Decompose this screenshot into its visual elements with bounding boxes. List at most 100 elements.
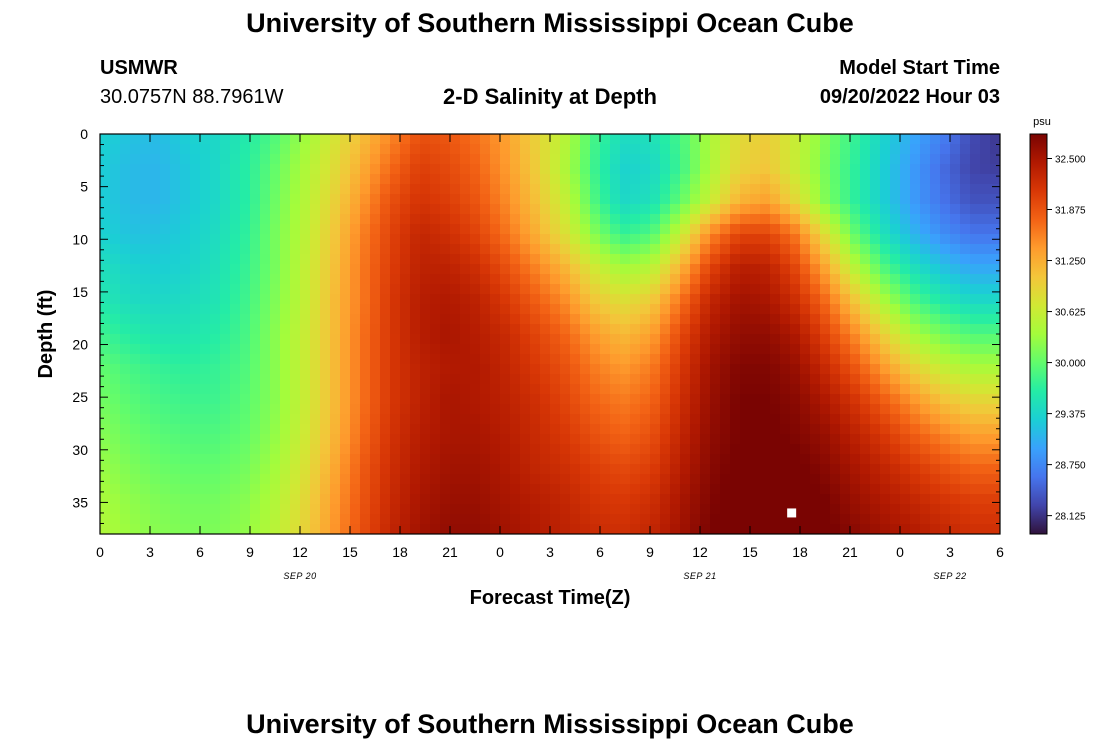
heatmap-cell	[340, 494, 351, 505]
heatmap-cell	[790, 454, 801, 465]
heatmap-cell	[480, 374, 491, 385]
heatmap-cell	[870, 474, 881, 485]
heatmap-cell	[360, 384, 371, 395]
heatmap-cell	[910, 364, 921, 375]
heatmap-cell	[900, 254, 911, 265]
heatmap-cell	[860, 294, 871, 305]
heatmap-cell	[530, 144, 541, 155]
heatmap-cell	[900, 344, 911, 355]
heatmap-cell	[900, 204, 911, 215]
heatmap-cell	[950, 394, 961, 405]
heatmap-cell	[670, 144, 681, 155]
heatmap-cell	[740, 304, 751, 315]
y-tick-label: 30	[72, 442, 88, 458]
heatmap-cell	[180, 454, 191, 465]
heatmap-cell	[690, 504, 701, 515]
heatmap-cell	[470, 414, 481, 425]
heatmap-cell	[410, 444, 421, 455]
heatmap-cell	[950, 494, 961, 505]
heatmap-cell	[870, 274, 881, 285]
heatmap-cell	[220, 174, 231, 185]
heatmap-cell	[420, 404, 431, 415]
heatmap-cell	[980, 374, 991, 385]
heatmap-cell	[100, 524, 111, 535]
heatmap-cell	[260, 424, 271, 435]
heatmap-cell	[940, 384, 951, 395]
heatmap-cell	[850, 134, 861, 145]
heatmap-cell	[410, 394, 421, 405]
heatmap-cell	[920, 474, 931, 485]
heatmap-cell	[720, 164, 731, 175]
heatmap-cell	[190, 454, 201, 465]
heatmap-cell	[880, 454, 891, 465]
heatmap-cell	[180, 224, 191, 235]
heatmap-cell	[850, 184, 861, 195]
heatmap-cell	[950, 434, 961, 445]
heatmap-cell	[310, 184, 321, 195]
heatmap-cell	[650, 144, 661, 155]
heatmap-cell	[500, 314, 511, 325]
heatmap-cell	[850, 374, 861, 385]
heatmap-cell	[260, 294, 271, 305]
heatmap-cell	[480, 514, 491, 525]
heatmap-cell	[110, 274, 121, 285]
heatmap-cell	[270, 354, 281, 365]
heatmap-cell	[540, 224, 551, 235]
heatmap-cell	[660, 354, 671, 365]
heatmap-cell	[610, 144, 621, 155]
heatmap-cell	[280, 144, 291, 155]
heatmap-cell	[100, 464, 111, 475]
heatmap-cell	[620, 494, 631, 505]
heatmap-cell	[220, 284, 231, 295]
heatmap-cell	[460, 524, 471, 535]
heatmap-cell	[130, 484, 141, 495]
heatmap-cell	[540, 444, 551, 455]
heatmap-cell	[210, 244, 221, 255]
heatmap-cell	[950, 424, 961, 435]
chart-title: 2-D Salinity at Depth	[443, 84, 657, 109]
heatmap-cell	[170, 354, 181, 365]
heatmap-cell	[790, 324, 801, 335]
heatmap-cell	[190, 264, 201, 275]
heatmap-cell	[400, 214, 411, 225]
heatmap-cell	[630, 424, 641, 435]
heatmap-cell	[940, 504, 951, 515]
heatmap-cell	[960, 304, 971, 315]
heatmap-cell	[980, 204, 991, 215]
heatmap-cell	[530, 484, 541, 495]
heatmap-cell	[610, 274, 621, 285]
heatmap-cell	[160, 464, 171, 475]
heatmap-cell	[460, 334, 471, 345]
heatmap-cell	[680, 294, 691, 305]
heatmap-cell	[420, 314, 431, 325]
heatmap-cell	[120, 414, 131, 425]
heatmap-cell	[610, 374, 621, 385]
heatmap-cell	[400, 444, 411, 455]
heatmap-cell	[190, 344, 201, 355]
heatmap-cell	[640, 274, 651, 285]
heatmap-cell	[370, 444, 381, 455]
heatmap-cell	[400, 434, 411, 445]
heatmap-cell	[810, 194, 821, 205]
heatmap-cell	[250, 354, 261, 365]
heatmap-cell	[830, 384, 841, 395]
heatmap-cell	[650, 134, 661, 145]
heatmap-cell	[550, 254, 561, 265]
heatmap-cell	[970, 414, 981, 425]
heatmap-cell	[990, 264, 1001, 275]
heatmap-cell	[420, 434, 431, 445]
heatmap-cell	[900, 494, 911, 505]
heatmap-cell	[420, 194, 431, 205]
x-tick-label: 18	[792, 544, 808, 560]
heatmap-cell	[620, 304, 631, 315]
heatmap-cell	[560, 344, 571, 355]
heatmap-cell	[570, 254, 581, 265]
heatmap-cell	[630, 514, 641, 525]
heatmap-cell	[370, 344, 381, 355]
heatmap-cell	[780, 394, 791, 405]
heatmap-cell	[750, 204, 761, 215]
heatmap-cell	[100, 504, 111, 515]
heatmap-cell	[140, 464, 151, 475]
heatmap-cell	[520, 504, 531, 515]
heatmap-cell	[930, 404, 941, 415]
